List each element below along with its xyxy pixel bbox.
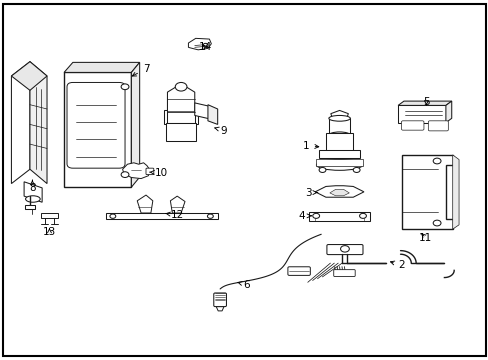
Polygon shape bbox=[167, 87, 194, 112]
Polygon shape bbox=[328, 118, 349, 135]
Polygon shape bbox=[325, 134, 352, 151]
Circle shape bbox=[432, 158, 440, 164]
Circle shape bbox=[175, 82, 186, 91]
Text: 3: 3 bbox=[305, 188, 317, 198]
Ellipse shape bbox=[328, 116, 349, 121]
Circle shape bbox=[352, 167, 359, 172]
Polygon shape bbox=[11, 62, 30, 184]
Circle shape bbox=[203, 43, 207, 47]
Text: 1: 1 bbox=[303, 141, 318, 151]
Polygon shape bbox=[131, 62, 140, 187]
FancyBboxPatch shape bbox=[326, 244, 362, 255]
Circle shape bbox=[110, 214, 116, 219]
Text: 14: 14 bbox=[199, 42, 212, 52]
Polygon shape bbox=[445, 101, 451, 123]
Polygon shape bbox=[316, 159, 362, 166]
FancyBboxPatch shape bbox=[401, 121, 423, 130]
FancyBboxPatch shape bbox=[213, 293, 226, 307]
Polygon shape bbox=[122, 163, 150, 179]
Polygon shape bbox=[170, 196, 184, 213]
Polygon shape bbox=[25, 205, 35, 210]
Polygon shape bbox=[137, 195, 153, 213]
Text: 2: 2 bbox=[390, 260, 405, 270]
Polygon shape bbox=[309, 212, 369, 221]
Text: 6: 6 bbox=[238, 280, 250, 290]
Circle shape bbox=[312, 213, 319, 219]
Polygon shape bbox=[105, 213, 217, 220]
Ellipse shape bbox=[316, 159, 362, 170]
Circle shape bbox=[359, 213, 366, 219]
Polygon shape bbox=[397, 101, 451, 105]
Text: 4: 4 bbox=[298, 211, 310, 221]
FancyBboxPatch shape bbox=[146, 168, 154, 175]
Polygon shape bbox=[315, 186, 363, 197]
Polygon shape bbox=[188, 39, 211, 50]
FancyBboxPatch shape bbox=[333, 270, 354, 276]
Ellipse shape bbox=[328, 132, 349, 138]
Polygon shape bbox=[11, 62, 47, 90]
Ellipse shape bbox=[25, 196, 40, 202]
Polygon shape bbox=[30, 62, 47, 184]
Polygon shape bbox=[24, 182, 42, 202]
Text: 12: 12 bbox=[165, 210, 184, 220]
Circle shape bbox=[340, 246, 348, 252]
Polygon shape bbox=[207, 105, 217, 125]
Polygon shape bbox=[330, 111, 347, 119]
Text: 11: 11 bbox=[418, 233, 431, 243]
Circle shape bbox=[432, 220, 440, 226]
Polygon shape bbox=[329, 189, 348, 196]
Polygon shape bbox=[166, 123, 195, 140]
FancyBboxPatch shape bbox=[427, 121, 447, 131]
Text: 13: 13 bbox=[43, 227, 56, 237]
Polygon shape bbox=[64, 72, 131, 187]
FancyBboxPatch shape bbox=[67, 82, 125, 168]
Polygon shape bbox=[401, 155, 452, 229]
Polygon shape bbox=[397, 105, 445, 123]
Text: 9: 9 bbox=[214, 126, 227, 135]
Circle shape bbox=[207, 214, 213, 219]
Polygon shape bbox=[194, 103, 210, 119]
Circle shape bbox=[121, 172, 129, 177]
Polygon shape bbox=[163, 110, 198, 125]
Text: 10: 10 bbox=[149, 168, 168, 178]
Text: 5: 5 bbox=[422, 97, 429, 107]
Text: 7: 7 bbox=[132, 64, 149, 76]
Polygon shape bbox=[64, 62, 140, 72]
Circle shape bbox=[319, 167, 325, 172]
Polygon shape bbox=[452, 155, 458, 229]
Circle shape bbox=[121, 84, 129, 90]
Polygon shape bbox=[216, 307, 224, 311]
Text: 8: 8 bbox=[29, 180, 36, 193]
Polygon shape bbox=[41, 213, 58, 219]
Polygon shape bbox=[319, 149, 359, 158]
FancyBboxPatch shape bbox=[287, 267, 310, 275]
